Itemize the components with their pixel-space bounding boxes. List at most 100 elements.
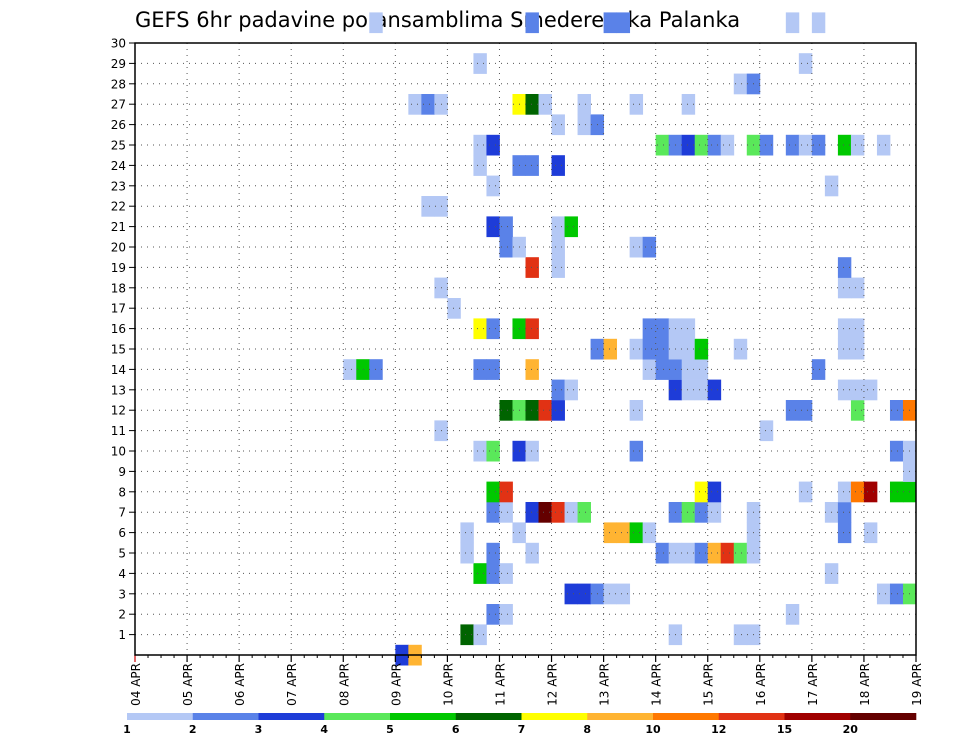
legend-tick-label: 1 [123,723,131,736]
heatmap-cell [759,134,774,156]
heatmap-cell [811,359,826,380]
heatmap-cell [343,359,357,380]
heatmap-cell [850,318,865,340]
heatmap-cell [694,481,709,503]
heatmap-cell [629,338,644,360]
heatmap-cell [798,53,813,74]
heatmap-cell [876,583,891,605]
legend-swatch [258,713,325,720]
heatmap-cell [356,359,370,380]
heatmap-cell [421,196,435,217]
heatmap-cell [564,502,578,523]
legend-tick-label: 8 [583,723,591,736]
legend-tick-label: 2 [189,723,197,736]
heatmap-cell [798,134,813,156]
heatmap-cell [499,216,513,238]
heatmap-cell [733,624,748,646]
heatmap-cell [421,94,435,115]
heatmap-cell [473,155,487,176]
heatmap-cell [707,502,722,523]
heatmap-cell [733,338,748,360]
heatmap-cell [616,583,631,605]
heatmap-cell [369,359,383,380]
heatmap-cell [551,114,565,136]
heatmap-cell [642,338,657,360]
y-tick-label: 29 [111,57,126,71]
y-tick-label: 26 [111,118,126,132]
heatmap-cell [486,440,500,462]
heatmap-cell [603,522,618,544]
heatmap-cell [694,338,709,360]
y-tick-label: 22 [111,200,126,214]
x-tick-label: 04 APR [129,663,143,706]
legend-swatch [127,713,194,720]
legend-tick-label: 12 [711,723,726,736]
heatmap-cell [629,236,644,258]
y-tick-label: 1 [118,628,126,642]
heatmap-cell [681,502,696,523]
heatmap-cell [850,400,865,421]
x-tick-label: 07 APR [285,663,299,706]
y-tick-label: 30 [111,37,126,51]
legend-tick-label: 3 [255,723,263,736]
y-tick-label: 21 [111,220,126,234]
heatmap-cell [694,379,709,401]
y-axis: 1234567891011121314151617181920212223242… [111,37,135,642]
y-tick-label: 19 [111,261,126,275]
heatmap-cell [863,522,878,544]
heatmap-cell [499,400,513,421]
legend-swatch [390,713,457,720]
heatmap-cell [889,400,904,421]
y-tick-label: 17 [111,302,126,316]
heatmap-cell [655,542,670,564]
heatmap-cell [785,604,800,625]
legend-swatch [850,713,917,720]
heatmap-cell [759,420,774,442]
legend-swatch [784,713,851,720]
heatmap-cell [863,481,878,503]
y-tick-label: 28 [111,77,126,91]
x-tick-label: 13 APR [598,663,612,706]
x-tick-label: 16 APR [754,663,768,706]
heatmap-cell [525,257,539,278]
heatmap-cell [486,134,500,156]
heatmap-cell [798,400,813,421]
legend-swatch [521,713,588,720]
heatmap-cell [499,481,513,503]
heatmap-cell [629,440,644,462]
heatmap-cell [473,134,487,156]
heatmap-cell [837,338,852,360]
heatmap-cell [525,400,539,421]
heatmap-cell [694,502,709,523]
x-tick-label: 05 APR [181,663,195,706]
heatmap-cell [473,318,487,340]
heatmap-cell [720,134,735,156]
y-tick-label: 5 [118,547,126,561]
x-tick-label: 18 APR [858,663,872,706]
legend-swatch [718,713,785,720]
y-tick-label: 3 [118,587,126,601]
heatmap-cell [694,359,709,380]
legend-tick-label: 15 [777,723,792,736]
heatmap-cell [642,318,657,340]
y-tick-label: 16 [111,322,126,336]
heatmap-cell [707,542,722,564]
y-tick-label: 6 [118,526,126,540]
y-tick-label: 2 [118,608,126,622]
heatmap-cell [707,379,722,401]
heatmap-cell [655,359,670,380]
legend-tick-label: 6 [452,723,460,736]
heatmap-cell [733,73,748,95]
heatmap-cell [551,236,565,258]
heatmap-cell [499,563,513,584]
y-tick-label: 14 [111,363,126,377]
x-axis: 04 APR 05 APR 06 APR 07 APR 08 APR 09 APR 10 A… [129,655,924,706]
heatmap-cell [447,298,461,319]
legend-swatch [192,713,259,720]
heatmap-cell [850,277,865,299]
heatmap-cell [369,12,383,34]
heatmap-cell [486,502,500,523]
heatmap-cell [603,338,618,360]
heatmap-cell [525,359,539,380]
heatmap-cell [564,583,578,605]
